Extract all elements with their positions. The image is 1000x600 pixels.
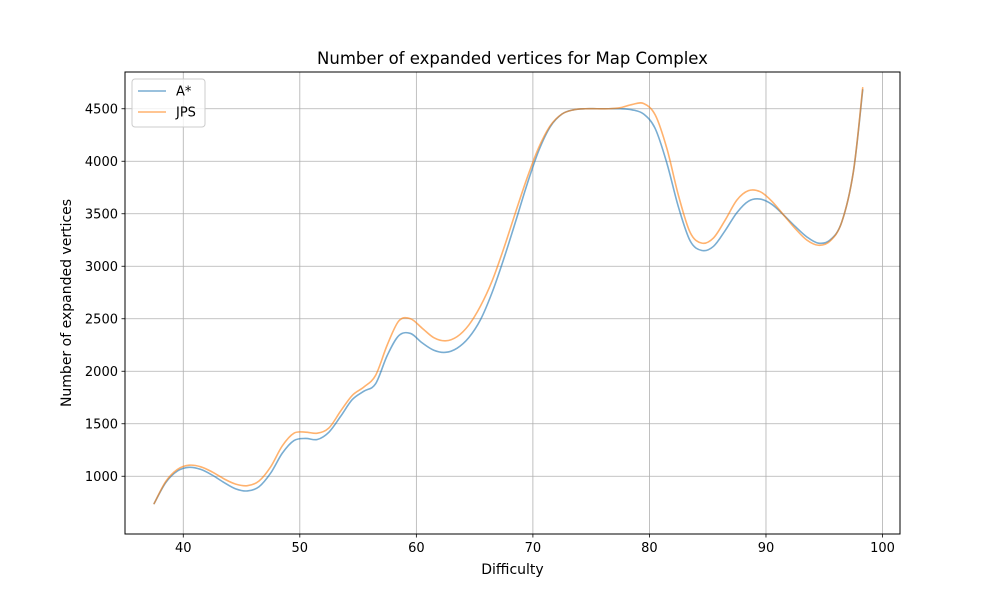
- series-line-1: [153, 86, 864, 505]
- x-tick-label: 40: [175, 541, 192, 556]
- y-tick-label: 1500: [85, 417, 118, 432]
- legend: A* JPS: [131, 78, 206, 128]
- series-group: [153, 86, 864, 505]
- x-tick-label: 90: [758, 541, 775, 556]
- x-tick-label: 70: [525, 541, 542, 556]
- x-tick-label: 100: [870, 541, 895, 556]
- legend-label: JPS: [175, 106, 196, 121]
- x-tick-label: 60: [408, 541, 425, 556]
- chart-title: Number of expanded vertices for Map Comp…: [317, 49, 708, 68]
- y-tick-label: 2000: [85, 365, 118, 380]
- y-tick-label: 4500: [85, 102, 118, 117]
- y-tick-label: 2500: [85, 312, 118, 327]
- y-axis-title: Number of expanded vertices: [59, 199, 75, 407]
- grid: [125, 72, 900, 534]
- plot-frame: [124, 71, 901, 535]
- legend-label: A*: [176, 85, 192, 100]
- y-tick-label: 3500: [85, 207, 118, 222]
- series-line-0: [153, 89, 864, 505]
- y-tick-label: 3000: [85, 260, 118, 275]
- y-tick-label: 4000: [85, 155, 118, 170]
- ticks: 40 50 60 70 80 90 100 1000 1500 2000 2500 3000 3500 4…: [85, 102, 895, 556]
- x-tick-label: 50: [292, 541, 309, 556]
- x-axis-title: Difficulty: [481, 562, 543, 578]
- y-tick-label: 1000: [85, 470, 118, 485]
- x-tick-label: 80: [641, 541, 658, 556]
